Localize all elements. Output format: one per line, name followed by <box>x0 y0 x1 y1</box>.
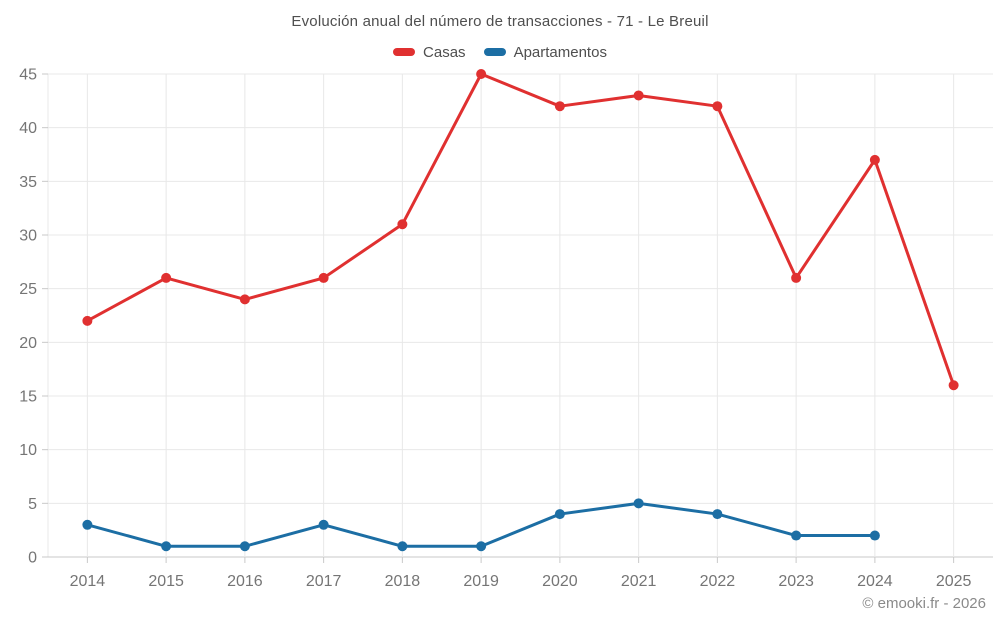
y-tick-label: 5 <box>28 496 37 513</box>
x-tick-label: 2022 <box>700 573 736 590</box>
apartamentos-point-2019[interactable] <box>476 541 487 552</box>
casas-point-2023[interactable] <box>791 272 802 283</box>
apartamentos-point-2017[interactable] <box>318 519 329 530</box>
apartamentos-point-2024[interactable] <box>869 530 880 541</box>
apartamentos-legend-swatch-icon <box>483 48 506 56</box>
casas-point-2021[interactable] <box>633 90 644 101</box>
casas-point-2014[interactable] <box>82 315 93 326</box>
x-tick-label: 2024 <box>857 573 893 590</box>
legend-item-casas[interactable]: Casas <box>393 44 466 61</box>
casas-point-2024[interactable] <box>869 154 880 165</box>
y-tick-label: 45 <box>19 67 37 84</box>
casas-point-2022[interactable] <box>712 101 723 112</box>
y-tick-label: 15 <box>19 389 37 406</box>
apartamentos-point-2023[interactable] <box>791 530 802 541</box>
apartamentos-legend-label: Apartamentos <box>513 43 607 61</box>
chart-legend: Casas Apartamentos <box>0 42 1000 62</box>
casas-line <box>85 72 956 387</box>
y-tick-label: 10 <box>19 442 37 459</box>
y-tick-label: 25 <box>19 281 37 298</box>
chart-title: Evolución anual del número de transaccio… <box>291 13 709 30</box>
casas-point-2018[interactable] <box>397 219 408 230</box>
footer-credit: © emooki.fr - 2026 <box>862 595 986 612</box>
apartamentos-point-2021[interactable] <box>633 498 644 509</box>
x-tick-label: 2014 <box>70 573 106 590</box>
x-tick-label: 2025 <box>936 573 972 590</box>
x-tick-label: 2021 <box>621 573 657 590</box>
y-tick-label: 40 <box>19 120 37 137</box>
y-tick-label: 35 <box>19 174 37 191</box>
casas-legend-label: Casas <box>423 43 466 61</box>
x-tick-label: 2020 <box>542 573 578 590</box>
y-tick-label: 30 <box>19 228 37 245</box>
casas-point-2015[interactable] <box>161 272 172 283</box>
casas-point-2020[interactable] <box>554 101 565 112</box>
x-tick-label: 2019 <box>463 573 499 590</box>
casas-point-2017[interactable] <box>318 272 329 283</box>
y-tick-label: 0 <box>28 550 37 567</box>
x-tick-label: 2016 <box>227 573 263 590</box>
apartamentos-point-2020[interactable] <box>554 509 565 520</box>
y-tick-label: 20 <box>19 335 37 352</box>
apartamentos-point-2014[interactable] <box>82 519 93 530</box>
apartamentos-point-2016[interactable] <box>239 541 250 552</box>
apartamentos-point-2022[interactable] <box>712 509 723 520</box>
x-tick-label: 2015 <box>148 573 184 590</box>
x-tick-label: 2017 <box>306 573 342 590</box>
x-tick-label: 2023 <box>778 573 814 590</box>
casas-point-2025[interactable] <box>948 380 959 391</box>
casas-point-2019[interactable] <box>476 69 487 79</box>
casas-point-2016[interactable] <box>239 294 250 305</box>
apartamentos-point-2018[interactable] <box>397 541 408 552</box>
legend-item-apartamentos[interactable]: Apartamentos <box>483 43 607 61</box>
apartamentos-point-2015[interactable] <box>161 541 172 552</box>
casas-legend-swatch-icon <box>393 48 416 56</box>
x-tick-label: 2018 <box>385 573 421 590</box>
